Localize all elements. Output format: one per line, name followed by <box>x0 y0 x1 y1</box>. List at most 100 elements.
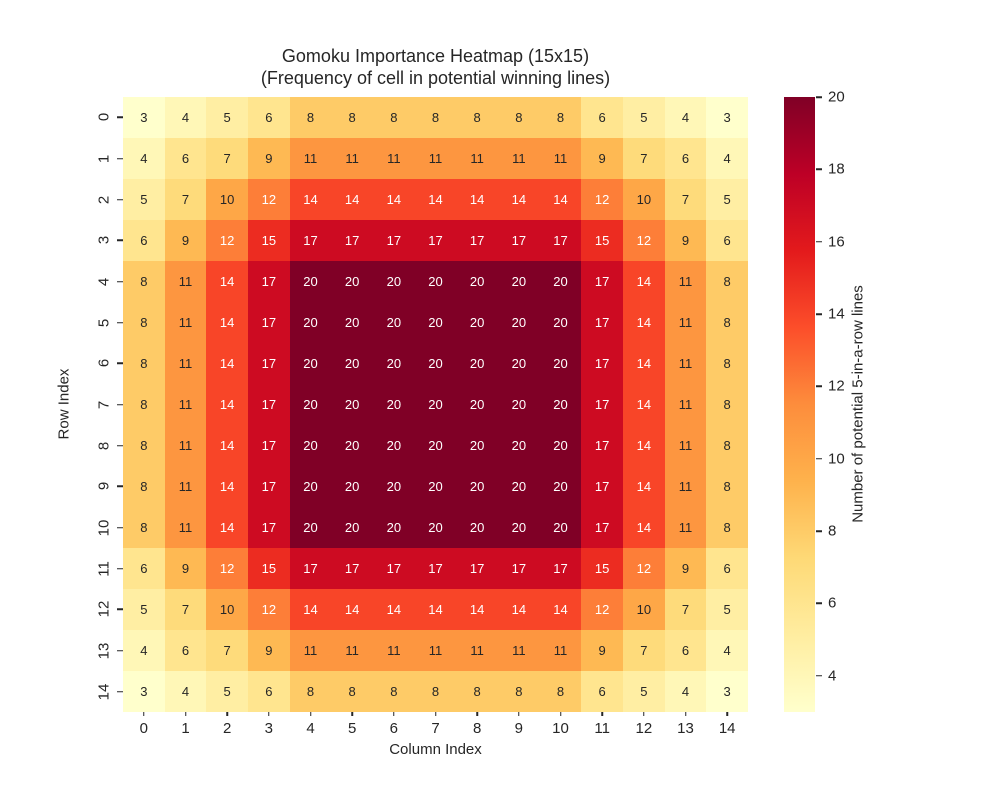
heatmap-cell: 17 <box>498 548 540 589</box>
heatmap-cell: 5 <box>123 179 165 220</box>
heatmap-cell: 8 <box>373 97 415 138</box>
heatmap-cell: 11 <box>164 302 207 343</box>
heatmap-cell: 14 <box>206 261 248 302</box>
chart-title: Gomoku Importance Heatmap (15x15) (Frequ… <box>123 45 748 89</box>
heatmap-cell: 14 <box>539 179 582 220</box>
x-tick-label: 13 <box>677 720 694 737</box>
heatmap-cell: 11 <box>664 507 707 548</box>
heatmap-cell: 8 <box>706 343 748 384</box>
heatmap-cell: 8 <box>498 97 540 138</box>
heatmap-cell: 8 <box>289 97 332 138</box>
heatmap-cell: 8 <box>414 671 457 712</box>
heatmap-cell: 17 <box>248 466 290 507</box>
heatmap-cell: 17 <box>414 548 457 589</box>
heatmap-cell: 17 <box>248 425 290 466</box>
y-tick-mark <box>117 362 123 365</box>
y-tick-mark <box>117 444 123 447</box>
heatmap-cell: 9 <box>248 138 290 179</box>
heatmap-cell: 7 <box>623 138 665 179</box>
heatmap-cell: 9 <box>581 630 623 671</box>
x-axis-label: Column Index <box>389 741 482 758</box>
chart-title-line1: Gomoku Importance Heatmap (15x15) <box>281 46 590 66</box>
y-tick-label: 4 <box>95 277 113 286</box>
heatmap-cell: 7 <box>164 589 207 630</box>
y-tick-mark <box>117 526 123 529</box>
heatmap-cell: 20 <box>289 425 332 466</box>
heatmap-cell: 10 <box>206 179 248 220</box>
heatmap-cell: 5 <box>623 97 665 138</box>
heatmap-cell: 20 <box>414 507 457 548</box>
heatmap-cell: 17 <box>581 425 623 466</box>
heatmap-cell: 11 <box>414 138 457 179</box>
y-tick-mark <box>117 649 123 652</box>
heatmap-cell: 11 <box>164 343 207 384</box>
colorbar-tick-mark <box>816 313 822 315</box>
heatmap-cell: 8 <box>123 384 165 425</box>
y-tick-label: 11 <box>95 560 113 577</box>
heatmap-cell: 11 <box>664 384 707 425</box>
heatmap-cell: 20 <box>539 466 582 507</box>
heatmap-cell: 17 <box>414 220 457 261</box>
colorbar-tick-label: 8 <box>828 522 837 540</box>
heatmap-cell: 11 <box>289 138 332 179</box>
heatmap-cell: 9 <box>664 548 707 589</box>
y-tick-mark <box>117 567 123 570</box>
colorbar-tick-mark <box>816 385 822 388</box>
x-tick-label: 12 <box>635 720 653 737</box>
heatmap-cell: 6 <box>164 138 207 179</box>
x-tick-mark <box>351 712 353 716</box>
heatmap-cell: 14 <box>289 589 332 630</box>
heatmap-cell: 6 <box>248 671 290 712</box>
x-tick-label: 0 <box>139 720 148 737</box>
heatmap-cell: 12 <box>623 220 665 261</box>
heatmap-cell: 20 <box>373 384 415 425</box>
x-tick-mark <box>309 712 312 716</box>
heatmap-cell: 8 <box>373 671 415 712</box>
x-tick-mark <box>184 712 187 716</box>
heatmap-cell: 12 <box>206 548 248 589</box>
y-tick-mark <box>117 321 123 324</box>
heatmap-cell: 12 <box>623 548 665 589</box>
x-tick-mark <box>559 712 562 716</box>
heatmap-cell: 11 <box>664 425 707 466</box>
heatmap-cell: 20 <box>331 261 373 302</box>
heatmap-cell: 17 <box>289 220 332 261</box>
heatmap-cell: 20 <box>539 384 582 425</box>
heatmap-cell: 17 <box>248 343 290 384</box>
heatmap-cell: 20 <box>456 384 498 425</box>
heatmap-cell: 10 <box>206 589 248 630</box>
heatmap-cell: 8 <box>706 384 748 425</box>
x-tick-mark <box>726 712 728 716</box>
heatmap-cell: 20 <box>414 261 457 302</box>
heatmap-cell: 11 <box>539 630 582 671</box>
y-tick-label: 10 <box>95 519 113 536</box>
heatmap-cell: 7 <box>206 630 248 671</box>
heatmap-cell: 6 <box>664 630 707 671</box>
heatmap-cell: 20 <box>539 261 582 302</box>
heatmap-cell: 11 <box>498 630 540 671</box>
heatmap-cell: 17 <box>581 302 623 343</box>
x-tick-label: 14 <box>718 720 736 737</box>
heatmap-cell: 8 <box>706 425 748 466</box>
heatmap-cell: 15 <box>581 220 623 261</box>
heatmap-cell: 20 <box>456 425 498 466</box>
heatmap-cell: 6 <box>123 220 165 261</box>
heatmap-cell: 15 <box>248 220 290 261</box>
heatmap-cell: 6 <box>664 138 707 179</box>
colorbar-tick-mark <box>816 458 822 460</box>
heatmap-cell: 8 <box>539 671 582 712</box>
y-tick-label: 0 <box>95 113 113 122</box>
y-tick-label: 9 <box>95 482 113 491</box>
heatmap-cell: 17 <box>539 220 582 261</box>
heatmap-cell: 17 <box>373 548 415 589</box>
heatmap-cell: 14 <box>539 589 582 630</box>
heatmap-cell: 20 <box>539 302 582 343</box>
heatmap-cell: 3 <box>123 97 165 138</box>
heatmap-cell: 6 <box>706 220 748 261</box>
heatmap-cell: 20 <box>414 302 457 343</box>
heatmap-cell: 11 <box>414 630 457 671</box>
heatmap-cell: 14 <box>456 589 498 630</box>
x-tick-mark <box>518 712 520 716</box>
y-tick-label: 2 <box>95 195 113 204</box>
heatmap-cell: 4 <box>123 630 165 671</box>
